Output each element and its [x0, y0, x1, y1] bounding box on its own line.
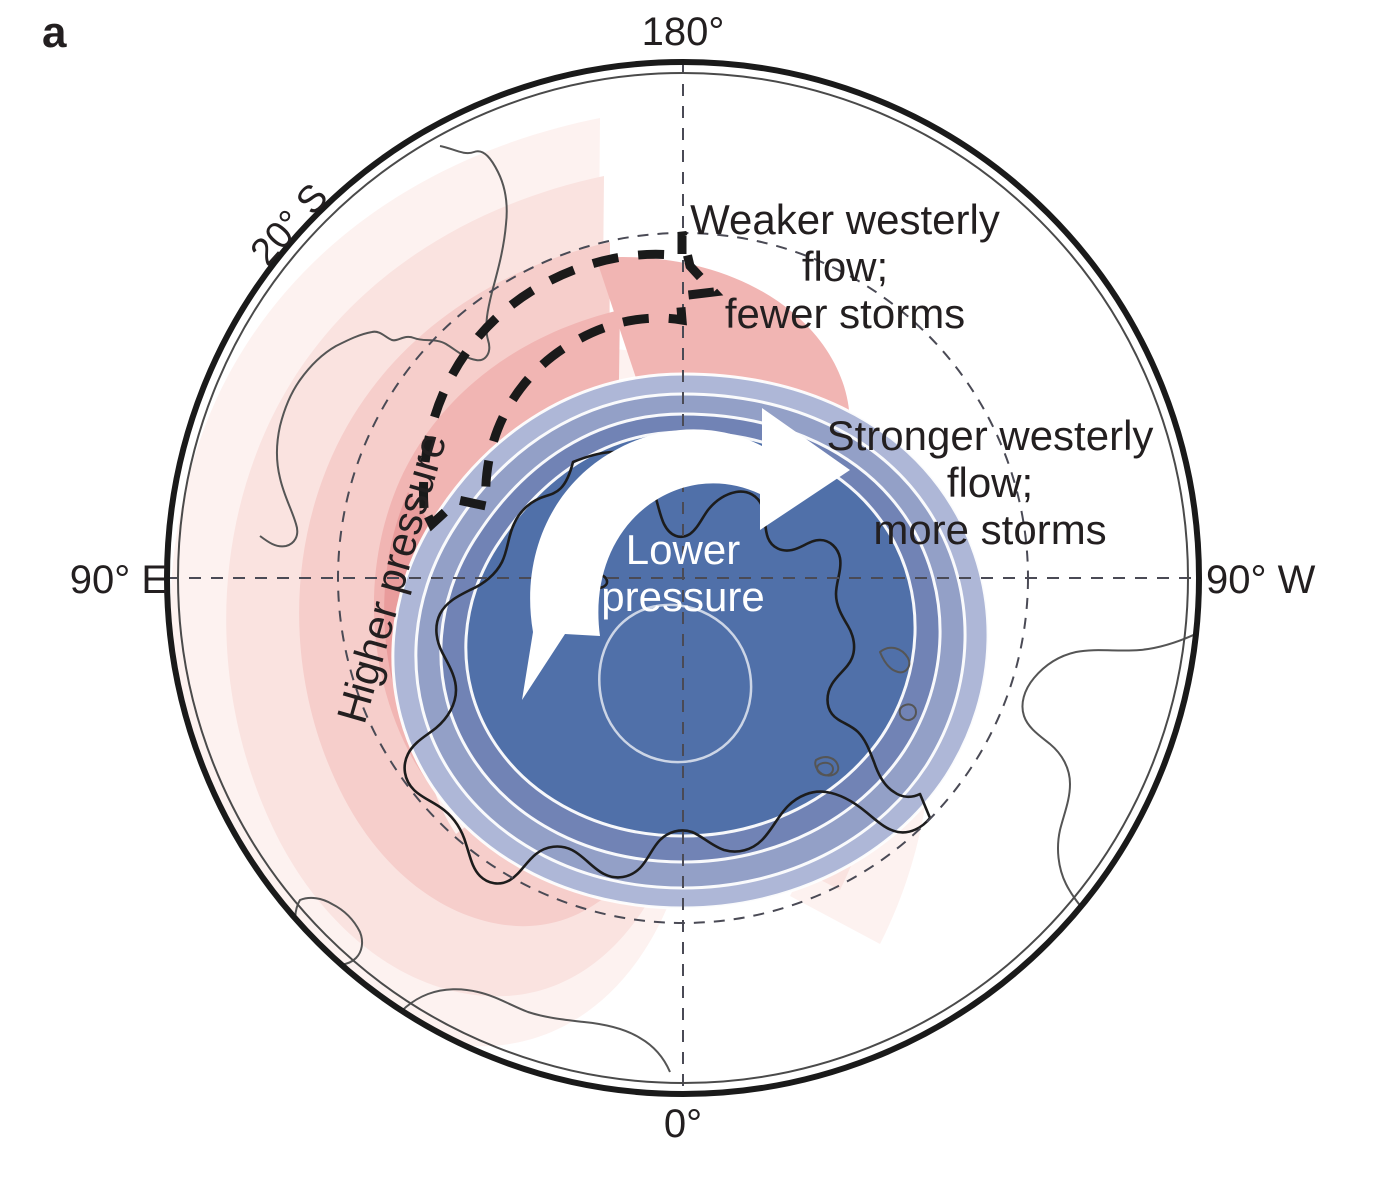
annotation-lower-pressure: Lower pressure [601, 526, 765, 621]
panel-label: a [42, 8, 66, 57]
annotation-stronger-westerly-flow: Stronger westerly flow; more storms [826, 412, 1154, 554]
axis-label-90w: 90° W [1206, 558, 1316, 602]
axis-label-90e: 90° E [69, 558, 168, 602]
map-outer-boundary [164, 59, 1202, 1097]
axis-label-180: 180° [641, 10, 725, 54]
map-inner-boundary [177, 72, 1189, 1084]
axis-label-0: 0° [663, 1102, 703, 1146]
weaker-westerly-flow-arrow [418, 230, 724, 532]
annotation-weaker-westerly-flow: Weaker westerly flow; fewer storms [690, 196, 1000, 338]
stronger-westerly-flow-arrow [522, 408, 850, 700]
